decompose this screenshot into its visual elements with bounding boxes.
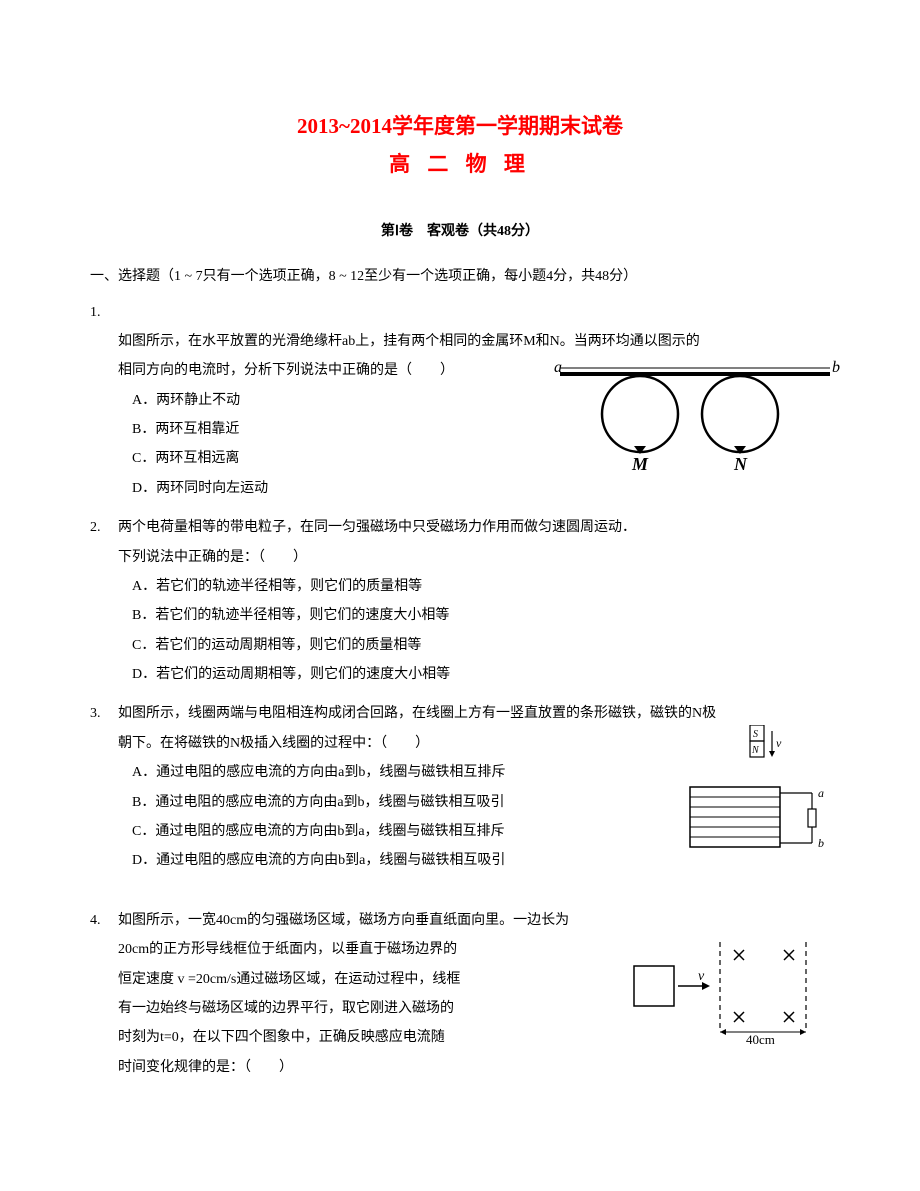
q1-number: 1. bbox=[90, 300, 830, 327]
question-1: 1. 如图所示，在水平放置的光滑绝缘杆ab上，挂有两个相同的金属环M和N。当两环… bbox=[90, 300, 830, 503]
question-2: 2. 两个电荷量相等的带电粒子，在同一匀强磁场中只受磁场力作用而做匀速圆周运动．… bbox=[90, 513, 830, 689]
q2-option-c: C．若它们的运动周期相等，则它们的质量相等 bbox=[132, 631, 830, 660]
page: 2013~2014学年度第一学期期末试卷 高 二 物 理 第Ⅰ卷 客观卷（共48… bbox=[0, 0, 920, 1191]
q3-fig-label-v: v bbox=[776, 736, 782, 750]
q2-option-d: D．若它们的运动周期相等，则它们的速度大小相等 bbox=[132, 660, 830, 689]
q4-figure: v 40cm bbox=[630, 936, 820, 1057]
q2-option-b: B．若它们的轨迹半径相等，则它们的速度大小相等 bbox=[132, 601, 830, 630]
q3-fig-label-a: a bbox=[818, 786, 824, 800]
question-4: 4. 如图所示，一宽40cm的匀强磁场区域，磁场方向垂直纸面向里。一边长为 20… bbox=[90, 906, 830, 1082]
q3-stem-line-1: 如图所示，线圈两端与电阻相连构成闭合回路，在线圈上方有一竖直放置的条形磁铁，磁铁… bbox=[118, 699, 830, 728]
exam-title-line2: 高 二 物 理 bbox=[90, 148, 830, 178]
q2-option-a: A．若它们的轨迹半径相等，则它们的质量相等 bbox=[132, 572, 830, 601]
q4-number: 4. bbox=[90, 906, 118, 935]
q2-stem-line-2: 下列说法中正确的是：（ ） bbox=[118, 543, 830, 572]
choice-instructions: 一、选择题（1 ~ 7只有一个选项正确，8 ~ 12至少有一个选项正确，每小题4… bbox=[90, 264, 830, 291]
q1-stem-line-1: 如图所示，在水平放置的光滑绝缘杆ab上，挂有两个相同的金属环M和N。当两环均通以… bbox=[118, 327, 830, 356]
q2-number: 2. bbox=[90, 513, 118, 542]
exam-title-line1: 2013~2014学年度第一学期期末试卷 bbox=[90, 110, 830, 144]
q4-fig-label-width: 40cm bbox=[746, 1032, 775, 1046]
q4-fig-label-v: v bbox=[698, 969, 705, 984]
section-header: 第Ⅰ卷 客观卷（共48分） bbox=[90, 220, 830, 240]
q1-figure: a b M N bbox=[550, 360, 840, 481]
q1-fig-label-m: M bbox=[631, 454, 649, 470]
q1-fig-label-b: b bbox=[832, 360, 840, 376]
q2-stem-line-1: 两个电荷量相等的带电粒子，在同一匀强磁场中只受磁场力作用而做匀速圆周运动． bbox=[118, 513, 830, 542]
q3-fig-label-s: S bbox=[753, 729, 758, 740]
q4-stem-line-1: 如图所示，一宽40cm的匀强磁场区域，磁场方向垂直纸面向里。一边长为 bbox=[118, 906, 830, 935]
q3-fig-label-n: N bbox=[751, 745, 760, 756]
q3-fig-label-b: b bbox=[818, 836, 824, 850]
question-3: 3. 如图所示，线圈两端与电阻相连构成闭合回路，在线圈上方有一竖直放置的条形磁铁… bbox=[90, 699, 830, 875]
q3-number: 3. bbox=[90, 699, 118, 728]
q3-figure: S N v a b bbox=[680, 725, 830, 896]
q1-fig-label-n: N bbox=[733, 454, 748, 470]
q1-fig-label-a: a bbox=[554, 360, 562, 376]
